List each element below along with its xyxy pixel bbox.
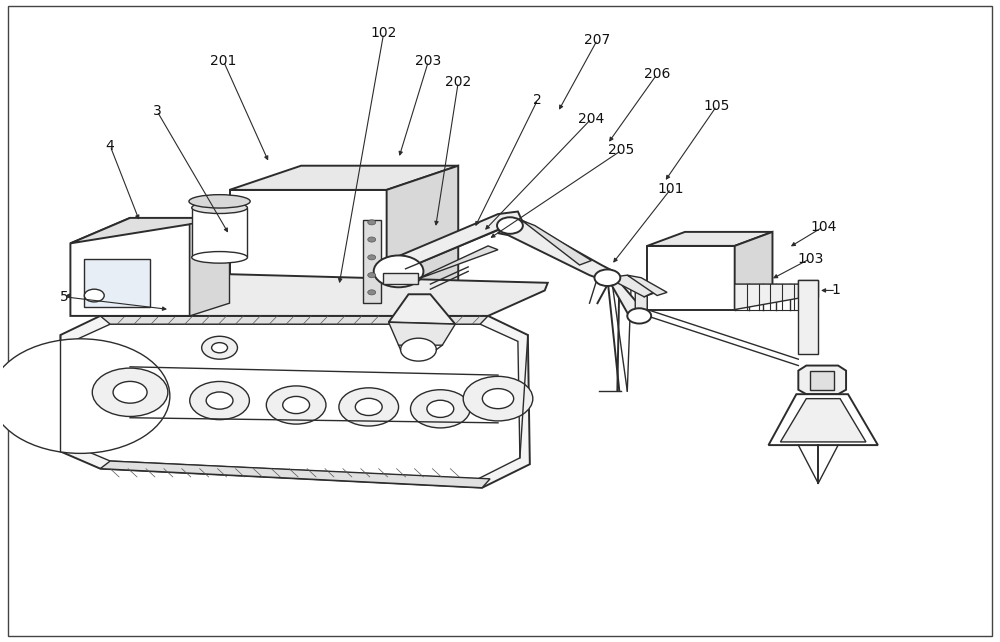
Text: 105: 105 [704,99,730,113]
Polygon shape [389,322,455,345]
Polygon shape [230,190,387,309]
Polygon shape [84,259,150,307]
Circle shape [463,376,533,421]
Circle shape [368,273,376,278]
Text: 2: 2 [533,92,542,107]
Polygon shape [780,399,866,442]
Polygon shape [798,365,846,394]
Circle shape [355,398,382,415]
Polygon shape [635,286,647,320]
Text: 205: 205 [608,143,634,157]
Polygon shape [190,214,230,316]
Text: 3: 3 [153,104,161,118]
Polygon shape [607,275,657,297]
Polygon shape [383,273,418,284]
Text: 104: 104 [810,220,836,234]
Polygon shape [100,461,490,488]
Text: 4: 4 [106,139,115,153]
Polygon shape [810,370,834,390]
Polygon shape [798,280,818,354]
Circle shape [92,368,168,417]
Text: 202: 202 [445,75,471,89]
Polygon shape [647,246,735,309]
Polygon shape [60,316,530,488]
Polygon shape [498,220,617,282]
Text: 207: 207 [584,33,611,47]
Circle shape [482,388,514,409]
Circle shape [427,400,454,417]
Text: 103: 103 [797,252,823,266]
Text: 203: 203 [415,55,442,68]
Circle shape [368,290,376,295]
Polygon shape [72,324,520,479]
Polygon shape [192,208,247,257]
Polygon shape [379,211,522,278]
Circle shape [411,390,470,428]
Circle shape [627,308,651,324]
Text: 204: 204 [578,112,605,126]
Ellipse shape [192,202,247,214]
Ellipse shape [189,195,250,208]
Text: 102: 102 [370,26,397,40]
Polygon shape [735,232,772,309]
Polygon shape [798,280,818,297]
Circle shape [0,339,170,453]
Ellipse shape [192,252,247,263]
Circle shape [113,381,147,403]
Polygon shape [67,272,548,316]
Circle shape [368,220,376,225]
Text: 1: 1 [832,284,841,297]
Polygon shape [735,284,806,309]
Polygon shape [769,394,878,445]
Polygon shape [230,166,458,190]
Polygon shape [522,220,591,265]
Circle shape [190,381,249,420]
Circle shape [206,392,233,409]
Text: 5: 5 [60,290,69,304]
Circle shape [212,343,228,353]
Text: 101: 101 [658,182,684,196]
Text: 206: 206 [644,67,670,81]
Circle shape [202,336,237,359]
Polygon shape [363,220,381,303]
Polygon shape [100,316,488,324]
Circle shape [368,255,376,260]
Polygon shape [415,246,498,280]
Polygon shape [70,218,220,243]
Circle shape [497,217,523,234]
Polygon shape [387,166,458,309]
Circle shape [283,396,310,413]
Polygon shape [389,294,455,324]
Text: 201: 201 [210,55,237,68]
Circle shape [594,270,620,286]
Polygon shape [647,232,772,246]
Polygon shape [627,275,667,295]
Circle shape [374,256,423,287]
Polygon shape [607,278,647,320]
Circle shape [368,237,376,242]
Circle shape [339,388,399,426]
Circle shape [84,289,104,302]
Circle shape [401,338,436,361]
Polygon shape [70,218,190,316]
Circle shape [266,386,326,424]
